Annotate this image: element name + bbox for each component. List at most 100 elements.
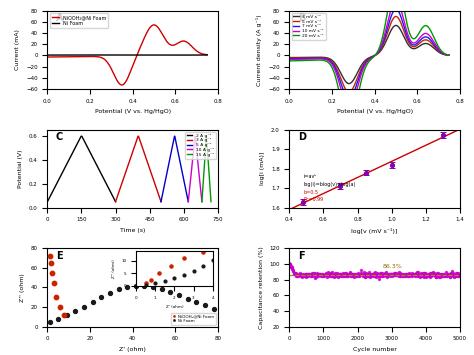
Point <box>400 273 408 279</box>
Point <box>442 273 450 279</box>
Point <box>347 273 355 279</box>
Point <box>334 271 341 276</box>
Point <box>393 272 401 278</box>
Point <box>367 271 374 277</box>
Point <box>158 286 165 292</box>
Point <box>323 272 330 278</box>
Point <box>408 272 415 277</box>
Point <box>300 272 308 278</box>
Point <box>392 271 399 276</box>
Point <box>310 270 318 276</box>
Point <box>428 272 435 278</box>
Point <box>324 272 331 278</box>
Point <box>312 274 320 280</box>
Point <box>420 272 428 278</box>
Point <box>450 274 457 279</box>
Point <box>338 273 346 278</box>
Point <box>353 272 360 277</box>
Point <box>379 272 386 278</box>
Point <box>210 306 218 312</box>
Point <box>72 308 79 314</box>
Text: C: C <box>56 132 63 142</box>
Point <box>310 272 317 277</box>
Point <box>420 271 428 276</box>
Point <box>312 272 319 278</box>
Point <box>305 272 312 278</box>
Point <box>362 274 369 279</box>
Point <box>394 272 401 277</box>
Point <box>383 272 391 278</box>
Point <box>387 271 395 277</box>
Point <box>340 271 347 277</box>
Point <box>310 272 318 278</box>
Point <box>376 273 383 279</box>
Point <box>319 272 326 277</box>
Point <box>315 273 322 278</box>
Y-axis label: Capacitance retention (%): Capacitance retention (%) <box>259 246 264 329</box>
Y-axis label: Z'' (ohm): Z'' (ohm) <box>20 273 25 302</box>
Point <box>419 270 427 275</box>
Point <box>305 273 312 279</box>
Point <box>438 273 446 278</box>
Point <box>352 272 359 277</box>
Point <box>303 273 311 278</box>
Point <box>408 271 416 277</box>
Point <box>370 270 378 275</box>
Point <box>456 273 463 279</box>
Point <box>360 272 367 278</box>
Text: 86.3%: 86.3% <box>383 264 403 269</box>
Point <box>303 272 310 278</box>
Point <box>319 272 326 277</box>
Point <box>347 271 355 277</box>
Point <box>315 271 322 277</box>
Point <box>367 273 374 278</box>
Point <box>396 269 403 275</box>
Point <box>287 264 294 269</box>
Point <box>325 272 332 277</box>
Point <box>414 272 422 277</box>
Point <box>321 273 328 279</box>
Point <box>455 273 462 279</box>
Point <box>448 268 456 274</box>
Point <box>375 272 383 278</box>
Point <box>309 273 317 278</box>
Point <box>413 273 421 278</box>
Point <box>376 274 384 279</box>
Point <box>431 271 439 277</box>
Point <box>453 270 461 276</box>
Point <box>291 272 299 277</box>
Point <box>405 272 412 277</box>
Point <box>428 269 436 275</box>
Legend: NiOOH₂@Ni Foam, Ni Foam: NiOOH₂@Ni Foam, Ni Foam <box>171 312 216 324</box>
Y-axis label: log[i (mA)]: log[i (mA)] <box>260 152 265 185</box>
Point <box>291 271 298 277</box>
Point <box>339 270 346 275</box>
Point <box>379 271 387 277</box>
Point <box>296 273 303 278</box>
Point <box>445 271 452 277</box>
Point <box>98 294 105 300</box>
Point <box>329 272 337 278</box>
Point <box>374 271 381 277</box>
Point <box>438 273 446 279</box>
Point <box>329 273 337 278</box>
Point <box>407 272 414 278</box>
Point <box>375 276 383 282</box>
Point <box>372 269 379 275</box>
Point <box>339 273 347 279</box>
Point <box>308 270 315 276</box>
Point <box>297 272 304 278</box>
Point <box>393 271 401 277</box>
Point <box>342 272 349 277</box>
Point <box>376 270 384 276</box>
Text: b=0.5: b=0.5 <box>303 190 318 195</box>
Legend: NiOOH₂@Ni Foam, Ni Foam: NiOOH₂@Ni Foam, Ni Foam <box>50 13 108 28</box>
Point <box>289 266 296 271</box>
Point <box>374 272 382 278</box>
Point <box>184 296 191 302</box>
Point <box>343 270 350 275</box>
Point <box>307 273 314 279</box>
Point <box>428 272 436 278</box>
Point <box>391 271 398 277</box>
Point <box>61 312 68 318</box>
